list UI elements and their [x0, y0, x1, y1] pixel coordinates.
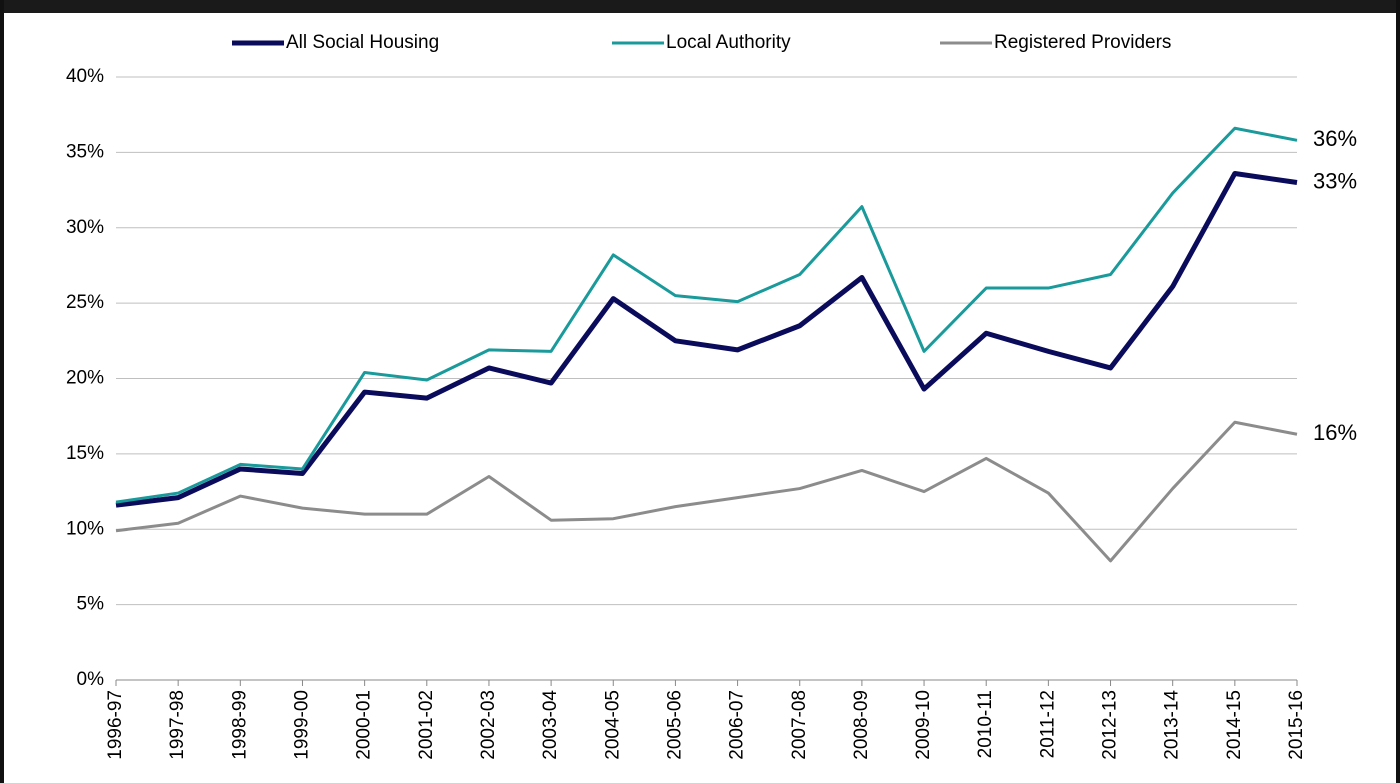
y-tick-label: 0% [77, 669, 105, 690]
data-label: 16% [1313, 420, 1357, 445]
x-tick-label: 2006-07 [727, 690, 748, 760]
x-tick-label: 2010-11 [975, 690, 996, 758]
x-tick-label: 2015-16 [1286, 690, 1307, 760]
series-line [115, 126, 1298, 504]
series-line [115, 420, 1298, 563]
y-tick-label: 15% [66, 443, 104, 464]
y-tick-label: 10% [66, 518, 104, 539]
y-tick-label: 40% [66, 66, 104, 87]
x-tick-label: 2012-13 [1100, 690, 1121, 760]
y-tick-label: 35% [66, 141, 104, 162]
right-border [1396, 0, 1400, 783]
x-tick-label: 2011-12 [1037, 690, 1058, 758]
legend-label: All Social Housing [286, 32, 439, 53]
x-tick-label: 1998-99 [229, 690, 250, 760]
legend-label: Local Authority [666, 32, 791, 53]
top-bar [0, 0, 1400, 13]
y-tick-label: 30% [66, 217, 104, 238]
x-tick-label: 2002-03 [478, 690, 499, 760]
x-tick-label: 2005-06 [664, 690, 685, 760]
x-tick-label: 2000-01 [354, 690, 375, 760]
x-tick-label: 2003-04 [540, 690, 561, 760]
data-label: 33% [1313, 168, 1357, 193]
y-tick-label: 25% [66, 292, 104, 313]
x-tick-label: 1999-00 [291, 690, 312, 760]
legend-label: Registered Providers [994, 32, 1171, 53]
left-border [0, 0, 4, 783]
x-tick-label: 2014-15 [1224, 690, 1245, 760]
x-tick-label: 2004-05 [602, 690, 623, 760]
series-line [115, 170, 1298, 508]
x-tick-label: 1996-97 [105, 690, 126, 760]
x-tick-label: 2008-09 [851, 690, 872, 760]
y-tick-label: 20% [66, 368, 104, 389]
data-label: 36% [1313, 126, 1357, 151]
x-tick-label: 1997-98 [167, 690, 188, 760]
x-tick-label: 2009-10 [913, 690, 934, 760]
x-tick-label: 2001-02 [416, 690, 437, 760]
x-tick-label: 2007-08 [789, 690, 810, 760]
x-tick-label: 2013-14 [1162, 690, 1183, 760]
y-tick-label: 5% [77, 594, 105, 615]
